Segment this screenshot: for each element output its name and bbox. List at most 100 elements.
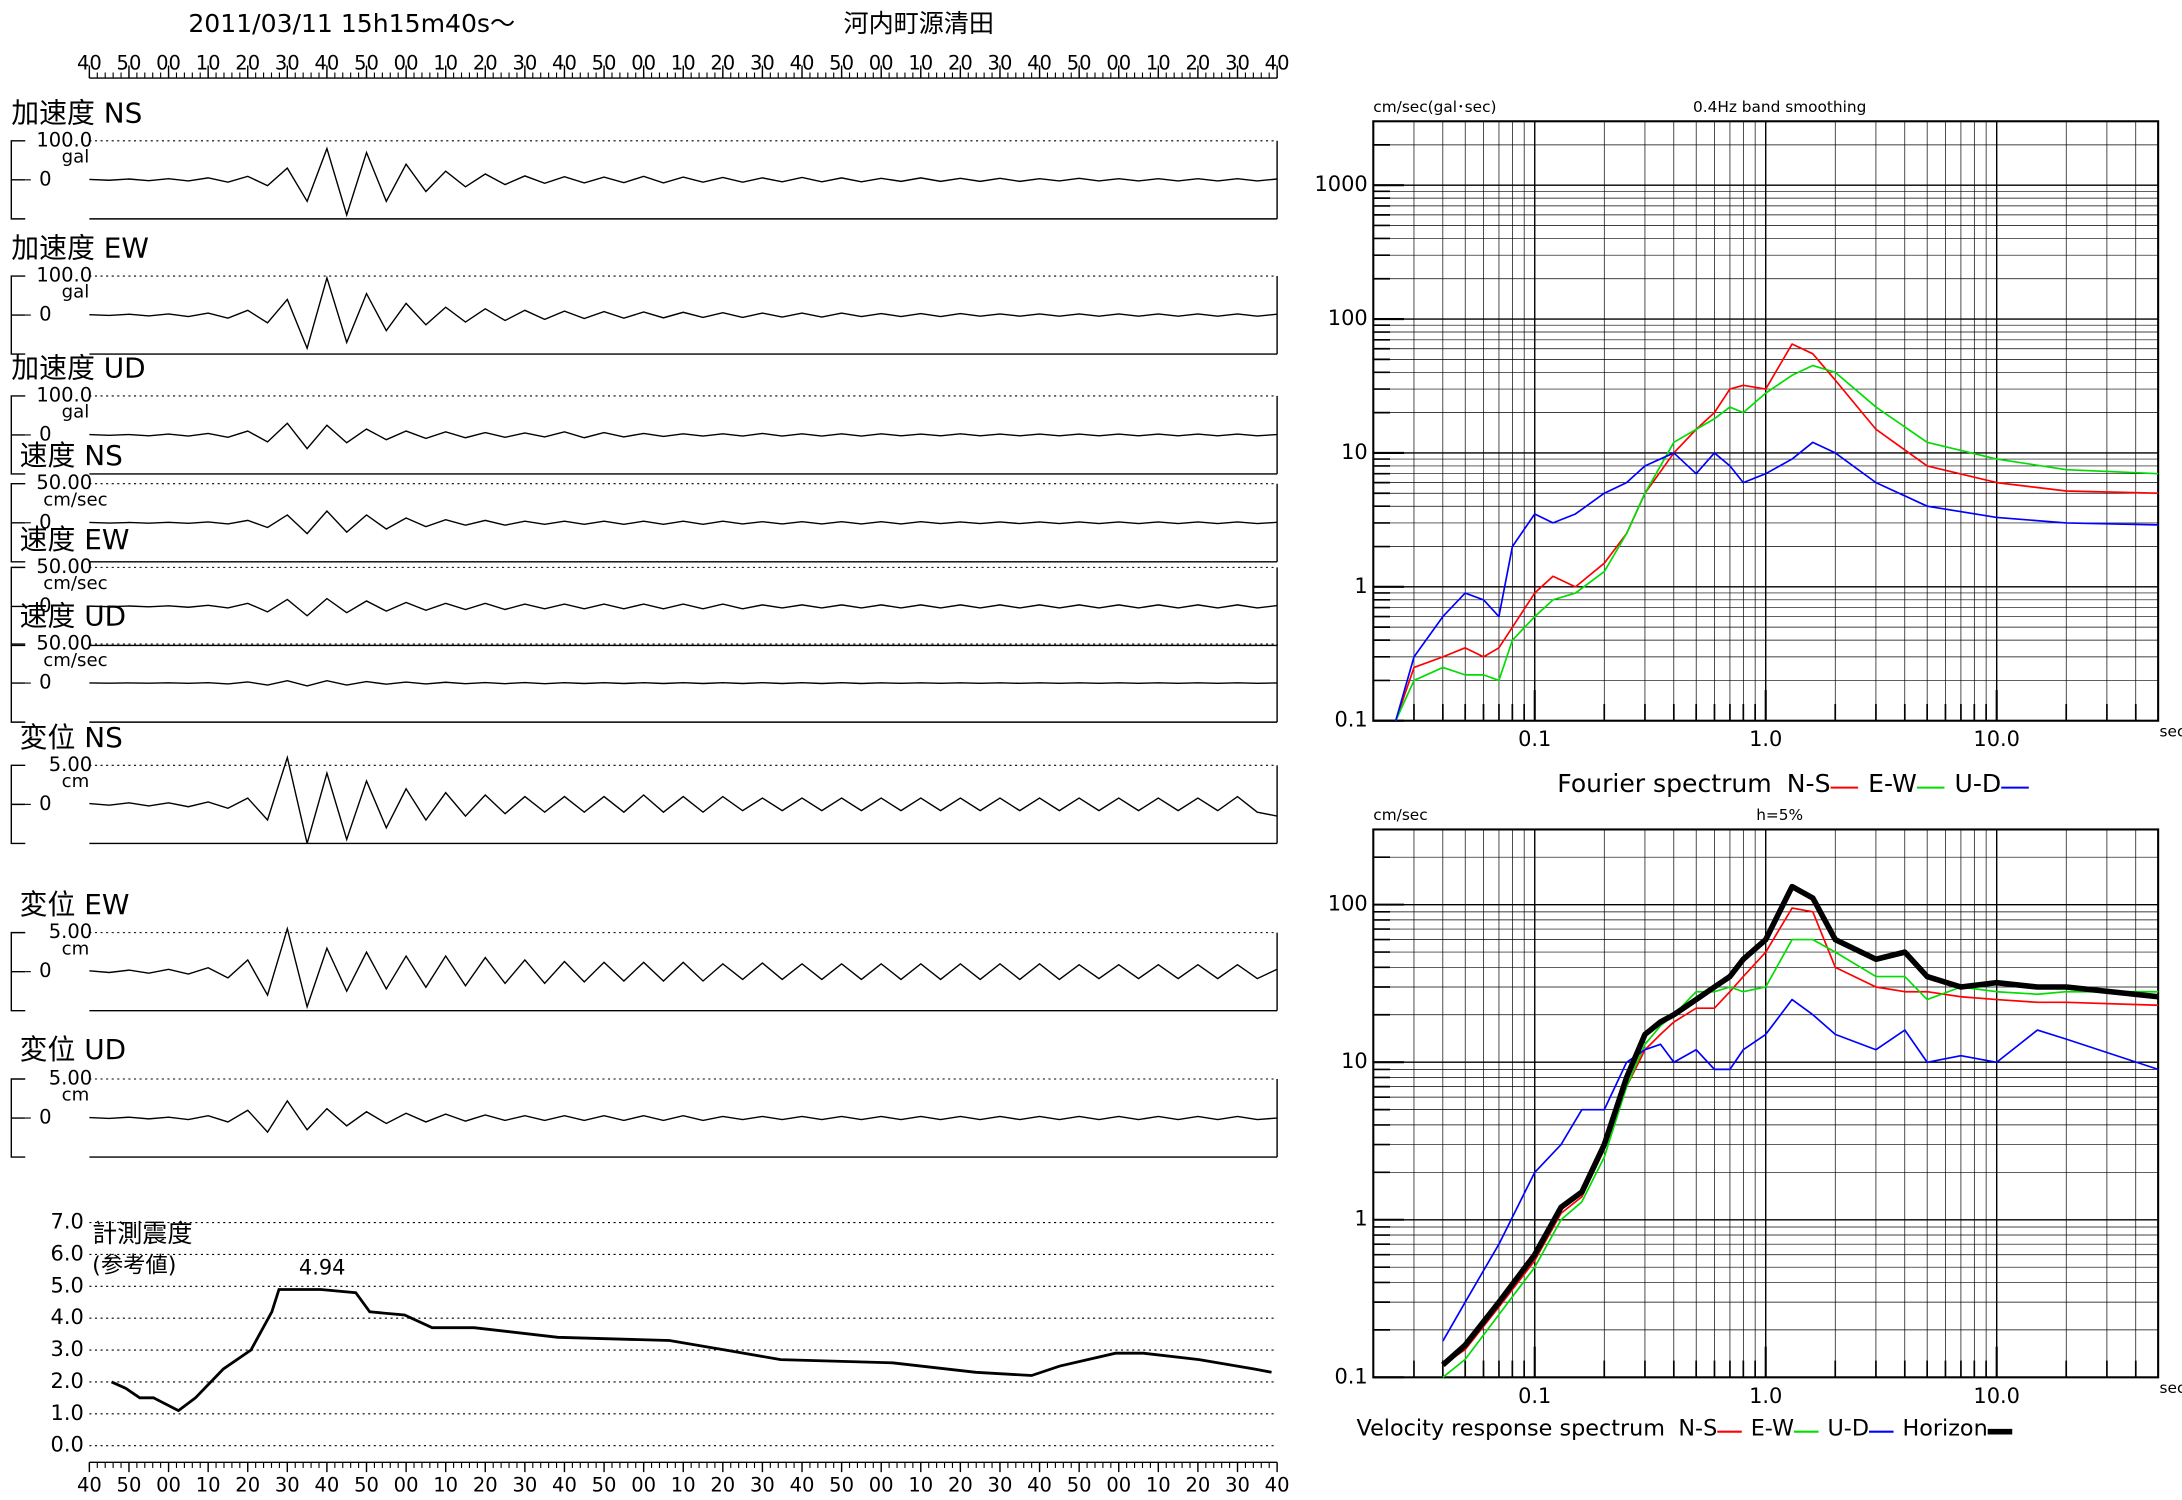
waveform	[89, 926, 1278, 1010]
x-tick-label: 20	[710, 1474, 735, 1497]
x-tick-label: 10	[433, 52, 458, 75]
y-tick-label: 6.0	[51, 1241, 84, 1265]
panel-label: 速度 UD	[20, 600, 126, 633]
x-tick-label: 50	[354, 52, 379, 75]
panel-bracket	[10, 395, 26, 475]
x-tick-label: 00	[1106, 52, 1131, 75]
x-tick-label: 00	[631, 52, 656, 75]
panel-label: 速度 NS	[20, 439, 123, 472]
x-tick-label: 10	[196, 52, 221, 75]
x-tick-label: 30	[512, 1474, 537, 1497]
x-tick-label: 10	[671, 1474, 696, 1497]
y-tick-label: 100	[1328, 306, 1368, 330]
x-tick-label: 40	[77, 52, 102, 75]
x-tick-label: 50	[592, 1474, 617, 1497]
y-tick-label: 1.0	[51, 1401, 84, 1425]
scale-label: 5.00	[49, 753, 92, 776]
panel-bracket	[10, 931, 26, 1012]
x-tick-label: 50	[592, 52, 617, 75]
x-tick-label: 20	[235, 1474, 260, 1497]
x-tick-label: 10.0	[1973, 1384, 2020, 1408]
waveform	[89, 510, 1278, 535]
x-tick-label: 00	[631, 1474, 656, 1497]
x-tick-label: 20	[235, 52, 260, 75]
y-tick-label: 1000	[1315, 172, 1368, 196]
panel-label: 速度 EW	[20, 523, 130, 556]
y-tick-label: 100	[1328, 892, 1368, 916]
y-tick-label: 0.1	[1334, 708, 1367, 732]
scale-label: 5.00	[49, 920, 92, 943]
waveform	[89, 754, 1278, 844]
legend-label: N-S	[1787, 769, 1831, 798]
panel-label: 変位 UD	[20, 1033, 126, 1066]
scale-label: 50.00	[36, 632, 92, 655]
scale-label: 100.0	[36, 128, 92, 151]
legend-label: E-W	[1868, 769, 1917, 798]
x-tick-label: 00	[394, 52, 419, 75]
x-tick-label: 50	[117, 1474, 142, 1497]
scale-label: 5.00	[49, 1066, 92, 1089]
x-tick-label: 40	[77, 1474, 102, 1497]
x-tick-label: 20	[710, 52, 735, 75]
x-tick-label: 10	[671, 52, 696, 75]
legend-label: N-S	[1678, 1415, 1717, 1441]
plot-frame	[1372, 120, 2160, 722]
unit-label: cm	[62, 1085, 90, 1106]
record-time: 2011/03/11 15h15m40s〜	[188, 9, 515, 38]
zero-label: 0	[39, 1106, 51, 1129]
x-tick-label: 50	[1067, 1474, 1092, 1497]
spectrum-line	[1442, 907, 2159, 1366]
zero-label: 0	[39, 510, 51, 533]
spectrum-line	[1441, 883, 2159, 1368]
y-tick-label: 0.0	[51, 1433, 84, 1457]
y-tick-label: 7.0	[51, 1210, 84, 1234]
x-tick-label: 30	[275, 52, 300, 75]
panel-bracket	[10, 1078, 26, 1158]
x-tick-label: 50	[829, 1474, 854, 1497]
x-tick-label: 40	[1265, 52, 1290, 75]
x-tick-label: 1.0	[1749, 727, 1782, 751]
y-axis-label: cm/sec(gal･sec)	[1373, 98, 1496, 116]
waveform	[89, 146, 1278, 218]
scale-label: 100.0	[36, 264, 92, 287]
spectrum-line	[1394, 364, 2159, 722]
x-tick-label: 40	[552, 1474, 577, 1497]
y-tick-label: 3.0	[51, 1337, 84, 1361]
x-tick-label: 40	[552, 52, 577, 75]
x-axis-label: sec	[2160, 1379, 2182, 1397]
x-tick-label: 20	[1186, 1474, 1211, 1497]
x-tick-label: 10	[908, 52, 933, 75]
panel-bracket	[10, 764, 26, 845]
scale-label: 50.00	[36, 471, 92, 494]
x-tick-label: 50	[354, 1474, 379, 1497]
x-tick-label: 00	[869, 1474, 894, 1497]
panel-label: 加速度 UD	[11, 351, 145, 384]
x-tick-label: 00	[156, 52, 181, 75]
x-tick-label: 30	[512, 52, 537, 75]
x-tick-label: 00	[1106, 1474, 1131, 1497]
intensity-line	[110, 1288, 1272, 1413]
x-tick-label: 00	[156, 1474, 181, 1497]
x-tick-label: 10	[1146, 52, 1171, 75]
x-tick-label: 10	[908, 1474, 933, 1497]
chart-subtitle: (参考値)	[92, 1252, 176, 1278]
x-tick-label: 0.1	[1518, 727, 1551, 751]
legend-label: E-W	[1751, 1415, 1794, 1441]
chart-title: 0.4Hz band smoothing	[1693, 98, 1866, 116]
waveform	[89, 422, 1278, 450]
legend-label: U-D	[1827, 1415, 1869, 1441]
unit-label: cm/sec	[43, 650, 107, 671]
panel-label: 加速度 EW	[11, 232, 149, 265]
panel-bracket	[10, 275, 26, 355]
x-tick-label: 40	[315, 1474, 340, 1497]
waveform	[89, 679, 1278, 687]
x-tick-label: 1.0	[1749, 1384, 1782, 1408]
unit-label: cm	[62, 938, 90, 959]
x-tick-label: 40	[1027, 52, 1052, 75]
x-tick-label: 30	[750, 1474, 775, 1497]
x-tick-label: 50	[829, 52, 854, 75]
legend-title: Fourier spectrum	[1557, 769, 1771, 798]
x-tick-label: 20	[473, 52, 498, 75]
